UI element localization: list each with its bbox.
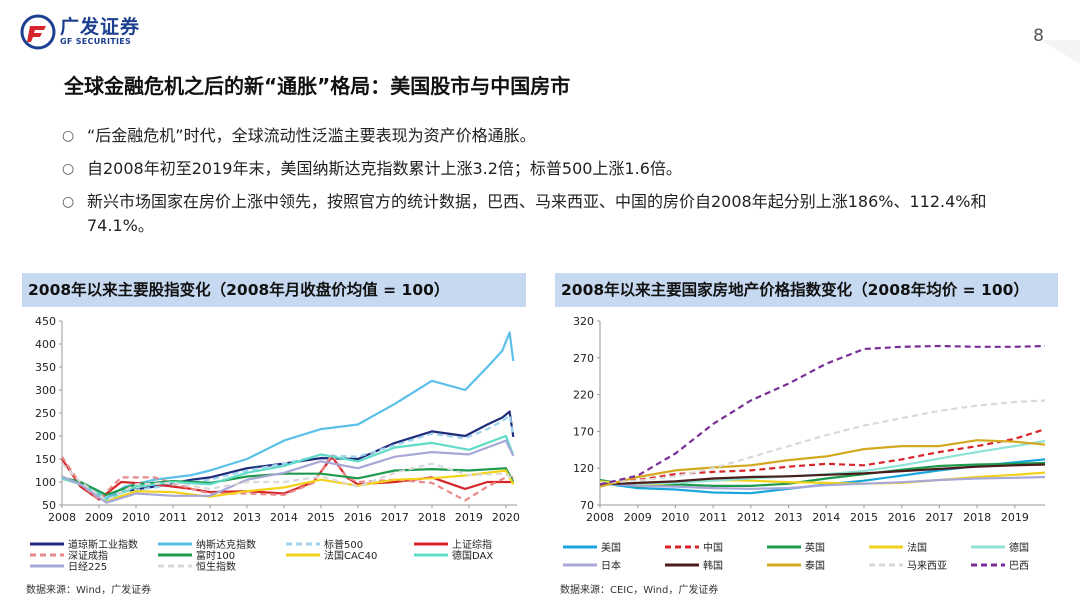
- x-tick-label: 2008: [48, 511, 76, 524]
- page-number: 8: [1033, 26, 1044, 46]
- series-line: [599, 428, 1046, 484]
- legend-label: 德国DAX: [452, 549, 493, 562]
- x-tick-label: 2019: [455, 511, 483, 524]
- x-tick-label: 2017: [381, 511, 409, 524]
- y-tick-label: 250: [35, 407, 56, 420]
- stock-chart-source: 数据来源：Wind，广发证券: [26, 585, 152, 596]
- legend-label: 道琼斯工业指数: [68, 538, 138, 551]
- y-tick-label: 350: [35, 361, 56, 374]
- x-tick-label: 2020: [492, 511, 520, 524]
- legend-label: 韩国: [703, 559, 723, 572]
- x-tick-label: 2011: [159, 511, 187, 524]
- x-tick-label: 2013: [775, 511, 803, 524]
- x-tick-label: 2011: [699, 511, 727, 524]
- x-tick-label: 2012: [196, 511, 224, 524]
- y-tick-label: 450: [35, 315, 56, 328]
- x-tick-label: 2009: [624, 511, 652, 524]
- gf-logo-icon: [20, 14, 56, 50]
- x-tick-label: 2019: [1001, 511, 1029, 524]
- series-line: [61, 439, 515, 504]
- legend-label: 日本: [601, 559, 621, 572]
- x-tick-label: 2008: [586, 511, 614, 524]
- series-line: [61, 434, 515, 501]
- x-tick-label: 2010: [661, 511, 689, 524]
- series-line: [599, 475, 1046, 490]
- series-line: [61, 462, 514, 502]
- x-tick-label: 2013: [233, 511, 261, 524]
- series-line: [61, 469, 515, 503]
- x-tick-label: 2010: [122, 511, 150, 524]
- stock-index-chart: 50 100 150 200 250 300 350 400 450 2008 2009 2010 20…: [30, 315, 520, 573]
- legend-label: 中国: [703, 541, 723, 554]
- y-tick-label: 200: [35, 430, 56, 443]
- x-tick-label: 2015: [307, 511, 335, 524]
- series-line: [61, 453, 514, 502]
- y-tick-label: 320: [573, 315, 594, 328]
- x-tick-label: 2016: [344, 511, 372, 524]
- x-tick-label: 2014: [270, 511, 298, 524]
- house-chart-title: 2008年以来主要国家房地产价格指数变化（2008年均价 = 100）: [555, 273, 1058, 307]
- legend-label: 法国: [907, 541, 927, 554]
- legend-label: 恒生指数: [196, 560, 236, 573]
- brand-name-cn: 广发证券: [60, 16, 141, 38]
- stock-chart-title: 2008年以来主要股指变化（2008年月收盘价均值 = 100）: [22, 273, 526, 307]
- x-tick-label: 2018: [418, 511, 446, 524]
- series-line: [599, 463, 1046, 486]
- series-line: [599, 399, 1046, 484]
- y-tick-label: 50: [42, 499, 56, 512]
- house-price-chart-panel: 2008年以来主要国家房地产价格指数变化（2008年均价 = 100） 70 12…: [555, 273, 1058, 601]
- bullet-text: 新兴市场国家在房价上涨中领先，按照官方的统计数据，巴西、马来西亚、中国的房价自2…: [87, 192, 987, 235]
- stock-index-chart-panel: 2008年以来主要股指变化（2008年月收盘价均值 = 100） 50 100 15…: [22, 273, 526, 601]
- x-tick-label: 2012: [737, 511, 765, 524]
- legend-label: 纳斯达克指数: [196, 538, 256, 551]
- bullet-item: ○ 自2008年初至2019年末，美国纳斯达克指数累计上涨3.2倍；标普500上…: [62, 157, 1042, 181]
- y-tick-label: 170: [573, 425, 594, 438]
- bullet-item: ○ 新兴市场国家在房价上涨中领先，按照官方的统计数据，巴西、马来西亚、中国的房价…: [62, 190, 1042, 238]
- brand-logo: 广发证券 GF SECURITIES: [20, 14, 140, 50]
- legend-label: 英国: [805, 541, 825, 554]
- house-chart-source: 数据来源：CEIC，Wind，广发证券: [560, 585, 719, 596]
- legend-label: 标普500: [324, 538, 363, 551]
- x-tick-label: 2016: [888, 511, 916, 524]
- brand-name-en: GF SECURITIES: [60, 37, 132, 46]
- x-tick-label: 2017: [925, 511, 953, 524]
- bullet-list: ○ “后金融危机”时代，全球流动性泛滥主要表现为资产价格通胀。 ○ 自2008年…: [62, 124, 1042, 247]
- legend-label: 德国: [1009, 541, 1029, 554]
- series-line: [599, 439, 1046, 488]
- legend-label: 日经225: [68, 560, 107, 573]
- bullet-circle-icon: ○: [62, 194, 75, 210]
- slide-title: 全球金融危机之后的新“通胀”格局：美国股市与中国房市: [64, 74, 571, 98]
- legend-label: 上证综指: [452, 538, 492, 551]
- house-price-chart: 70 120 170 220 270 320 2008 2009 2010 2011 2012 201…: [563, 315, 1046, 572]
- y-tick-label: 400: [35, 338, 56, 351]
- y-tick-label: 70: [580, 499, 594, 512]
- legend-label: 巴西: [1009, 560, 1029, 572]
- x-tick-label: 2015: [850, 511, 878, 524]
- bullet-circle-icon: ○: [62, 161, 75, 177]
- y-tick-label: 270: [573, 352, 594, 365]
- legend-label: 美国: [601, 541, 621, 554]
- legend-label: 富时100: [196, 549, 235, 562]
- bullet-text: 自2008年初至2019年末，美国纳斯达克指数累计上涨3.2倍；标普500上涨1…: [87, 159, 682, 178]
- bullet-text: “后金融危机”时代，全球流动性泛滥主要表现为资产价格通胀。: [87, 126, 536, 145]
- x-tick-label: 2014: [812, 511, 840, 524]
- legend-label: 法国CAC40: [324, 549, 377, 562]
- y-tick-label: 300: [35, 384, 56, 397]
- legend-label: 马来西亚: [907, 560, 947, 572]
- legend-label: 深证成指: [68, 549, 108, 562]
- y-tick-label: 220: [573, 389, 594, 402]
- series-line: [599, 344, 1046, 486]
- y-tick-label: 120: [573, 462, 594, 475]
- x-tick-label: 2018: [963, 511, 991, 524]
- bullet-item: ○ “后金融危机”时代，全球流动性泛滥主要表现为资产价格通胀。: [62, 124, 1042, 148]
- y-tick-label: 150: [35, 453, 56, 466]
- y-tick-label: 100: [35, 476, 56, 489]
- bullet-circle-icon: ○: [62, 128, 75, 144]
- x-tick-label: 2009: [85, 511, 113, 524]
- legend-label: 泰国: [805, 559, 825, 572]
- series-line: [599, 461, 1046, 488]
